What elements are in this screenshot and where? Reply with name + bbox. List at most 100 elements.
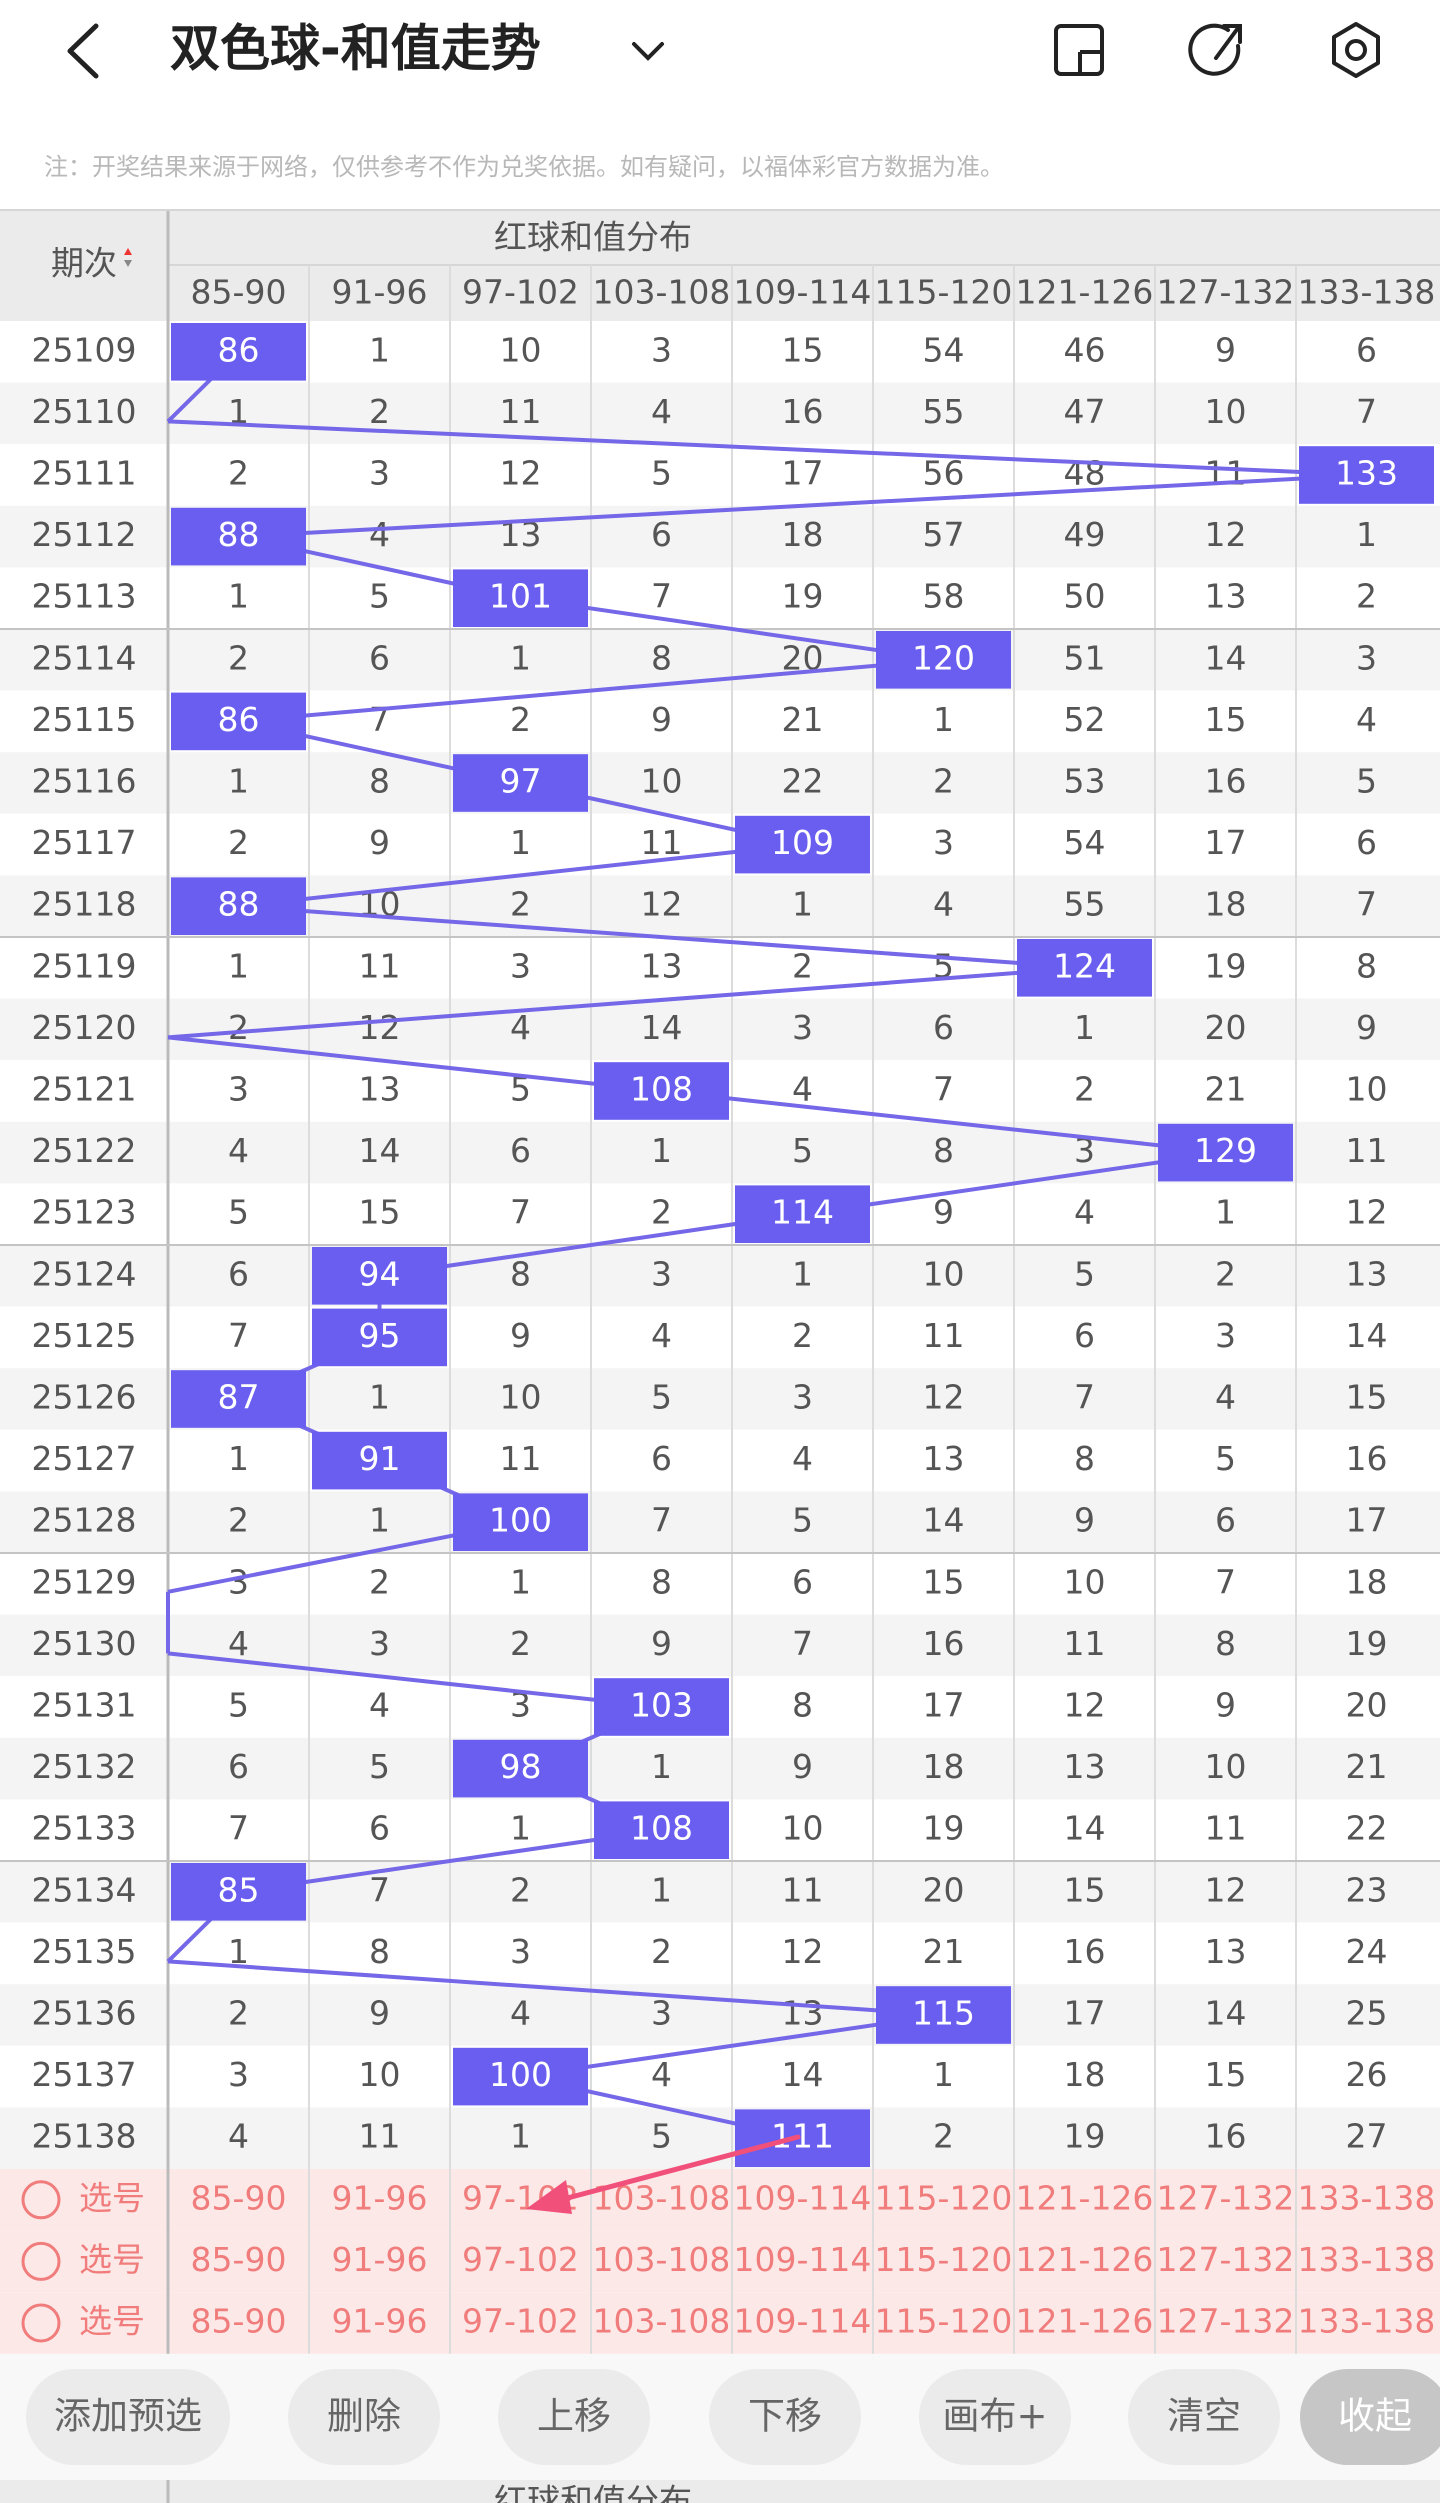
select-label[interactable]: 选号 (79, 2302, 145, 2341)
select-range[interactable]: 91-96 (332, 2302, 428, 2341)
miss-count: 14 (923, 1501, 965, 1540)
miss-count: 3 (1215, 1316, 1236, 1355)
select-range[interactable]: 127-132 (1157, 2240, 1295, 2279)
hit-value: 111 (771, 2117, 834, 2156)
miss-count: 9 (369, 1994, 390, 2033)
period: 25121 (32, 1070, 137, 1109)
miss-count: 12 (1064, 1686, 1106, 1725)
miss-count: 3 (1074, 1131, 1095, 1170)
share-icon[interactable] (1188, 23, 1242, 76)
select-range[interactable]: 85-90 (191, 2178, 287, 2217)
miss-count: 11 (359, 2117, 401, 2156)
layout-icon[interactable] (1054, 24, 1104, 76)
select-range[interactable]: 91-96 (332, 2178, 428, 2217)
select-range[interactable]: 127-132 (1157, 2178, 1295, 2217)
miss-count: 9 (1074, 1501, 1095, 1540)
button-bg[interactable] (919, 2369, 1071, 2465)
button-bg[interactable] (709, 2369, 861, 2465)
miss-count: 10 (782, 1809, 824, 1848)
group-header: 红球和值分布 (494, 218, 692, 257)
trend-line (167, 1035, 662, 1093)
hit-box (735, 1185, 870, 1243)
miss-count: 16 (1346, 1439, 1388, 1478)
period-header[interactable]: 期次 (51, 244, 117, 283)
miss-count: 12 (1346, 1193, 1388, 1232)
miss-count: 3 (369, 1624, 390, 1663)
miss-count: 6 (369, 638, 390, 677)
miss-count: 3 (792, 1378, 813, 1417)
button-label[interactable]: 上移 (537, 2395, 611, 2438)
miss-count: 19 (1064, 2117, 1106, 2156)
select-radio[interactable] (21, 2180, 61, 2220)
trend-line (238, 842, 803, 909)
select-range[interactable]: 127-132 (1157, 2302, 1295, 2341)
button-label[interactable]: 画布+ (942, 2395, 1047, 2438)
button-label[interactable]: 下移 (748, 2395, 822, 2438)
select-range[interactable]: 121-126 (1016, 2178, 1154, 2217)
select-range[interactable]: 115-120 (875, 2178, 1013, 2217)
trend-line (520, 2013, 944, 2079)
column-header: 121-126 (1016, 273, 1154, 312)
miss-count: 4 (228, 1131, 249, 1170)
button-bg[interactable] (1128, 2369, 1280, 2465)
select-radio[interactable] (21, 2241, 61, 2281)
button-bg[interactable] (288, 2369, 440, 2465)
button-label[interactable]: 添加预选 (54, 2395, 202, 2438)
select-range[interactable]: 97-102 (462, 2302, 579, 2341)
miss-count: 1 (228, 392, 249, 431)
trend-line (167, 1651, 662, 1709)
select-radio[interactable] (21, 2303, 61, 2343)
select-range[interactable]: 103-108 (593, 2240, 731, 2279)
button-label[interactable]: 清空 (1167, 2395, 1241, 2438)
select-range[interactable]: 97-102 (462, 2240, 579, 2279)
header-bg (0, 2480, 1440, 2503)
button-label[interactable]: 收起 (1338, 2395, 1412, 2438)
row-bg (0, 2045, 1440, 2108)
select-range[interactable]: 85-90 (191, 2302, 287, 2341)
select-range[interactable]: 121-126 (1016, 2302, 1154, 2341)
button-label[interactable]: 删除 (327, 2395, 401, 2438)
select-range[interactable]: 115-120 (875, 2302, 1013, 2341)
select-label[interactable]: 选号 (79, 2178, 145, 2217)
miss-count: 7 (369, 1870, 390, 1909)
row-bg (0, 998, 1440, 1061)
select-range[interactable]: 85-90 (191, 2240, 287, 2279)
select-range[interactable]: 133-138 (1298, 2240, 1436, 2279)
hit-value: 129 (1194, 1131, 1257, 1170)
hit-value: 115 (912, 1994, 975, 2033)
miss-count: 15 (923, 1562, 965, 1601)
miss-count: 3 (933, 823, 954, 862)
select-range[interactable]: 109-114 (734, 2302, 872, 2341)
button-bg[interactable] (1300, 2369, 1440, 2465)
select-range[interactable]: 103-108 (593, 2302, 731, 2341)
settings-icon[interactable] (1332, 22, 1380, 78)
select-range[interactable]: 109-114 (734, 2240, 872, 2279)
miss-count: 5 (651, 454, 672, 493)
select-range[interactable]: 91-96 (332, 2240, 428, 2279)
miss-count: 3 (228, 1562, 249, 1601)
hit-value: 114 (771, 1193, 834, 1232)
select-range[interactable]: 133-138 (1298, 2178, 1436, 2217)
select-label[interactable]: 选号 (79, 2240, 145, 2279)
hit-box (312, 1431, 447, 1490)
hit-box (1299, 446, 1434, 504)
miss-count: 1 (369, 330, 390, 369)
back-button[interactable] (67, 23, 99, 79)
button-bg[interactable] (26, 2369, 230, 2465)
miss-count: 21 (1205, 1070, 1247, 1109)
button-bg[interactable] (498, 2369, 650, 2465)
miss-count: 1 (228, 762, 249, 801)
period: 25114 (32, 638, 137, 677)
miss-count: 6 (1356, 823, 1377, 862)
select-range[interactable]: 133-138 (1298, 2302, 1436, 2341)
miss-count: 25 (1346, 1994, 1388, 2033)
title-dropdown[interactable] (632, 42, 664, 61)
period: 25128 (32, 1501, 137, 1540)
miss-count: 7 (369, 700, 390, 739)
select-range[interactable]: 115-120 (875, 2240, 1013, 2279)
miss-count: 3 (792, 1008, 813, 1047)
select-range[interactable]: 121-126 (1016, 2240, 1154, 2279)
miss-count: 3 (510, 1686, 531, 1725)
select-range[interactable]: 109-114 (734, 2178, 872, 2217)
hit-value: 88 (218, 515, 260, 554)
